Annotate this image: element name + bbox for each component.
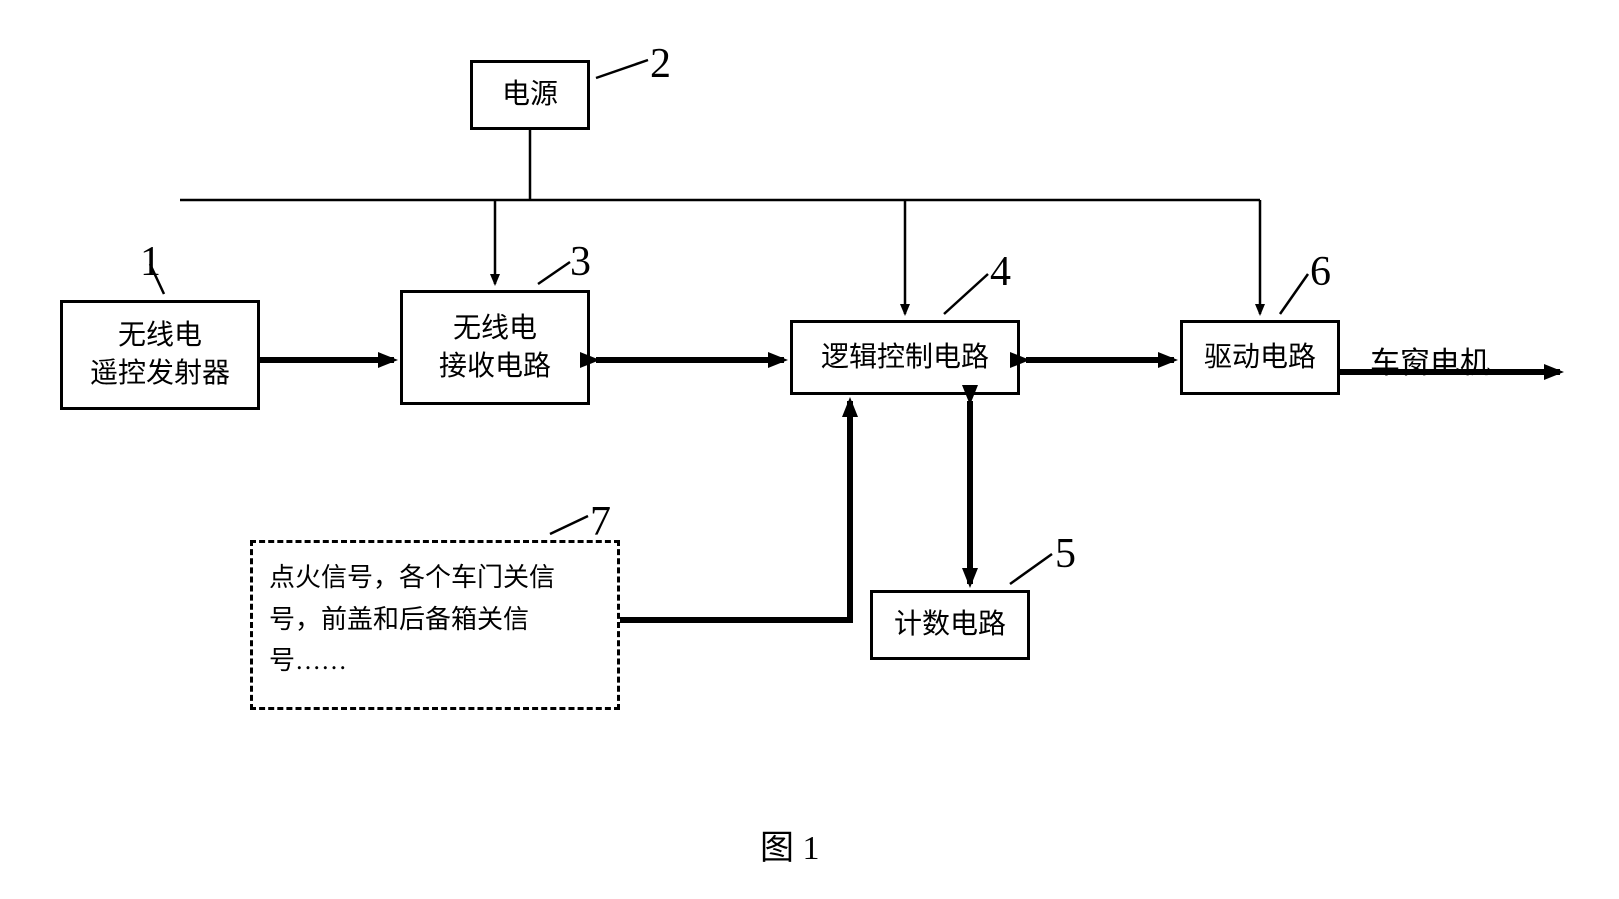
node-logic: 逻辑控制电路: [790, 320, 1020, 395]
num-1: 1: [140, 238, 161, 286]
node-transmitter-label: 无线电 遥控发射器: [90, 317, 230, 393]
node-signals: 点火信号，各个车门关信号，前盖和后备箱关信号……: [250, 540, 620, 710]
motor-label: 车窗电机: [1370, 338, 1490, 382]
num-3: 3: [570, 238, 591, 286]
node-signals-label: 点火信号，各个车门关信号，前盖和后备箱关信号……: [269, 557, 601, 682]
node-power: 电源: [470, 60, 590, 130]
num-5: 5: [1055, 530, 1076, 578]
node-counter: 计数电路: [870, 590, 1030, 660]
node-receiver: 无线电 接收电路: [400, 290, 590, 405]
node-transmitter: 无线电 遥控发射器: [60, 300, 260, 410]
num-7: 7: [590, 498, 611, 546]
num-4: 4: [990, 248, 1011, 296]
block-diagram: 电源 2 无线电 遥控发射器 1 无线电 接收电路 3 逻辑控制电路 4 驱动电…: [0, 0, 1619, 899]
num-2: 2: [650, 40, 671, 88]
connectors: [0, 0, 1619, 899]
node-driver: 驱动电路: [1180, 320, 1340, 395]
node-driver-label: 驱动电路: [1204, 339, 1316, 377]
figure-caption: 图 1: [760, 820, 820, 869]
num-6: 6: [1310, 248, 1331, 296]
node-counter-label: 计数电路: [894, 606, 1006, 644]
node-logic-label: 逻辑控制电路: [821, 339, 989, 377]
node-power-label: 电源: [502, 76, 558, 114]
node-receiver-label: 无线电 接收电路: [439, 310, 551, 386]
